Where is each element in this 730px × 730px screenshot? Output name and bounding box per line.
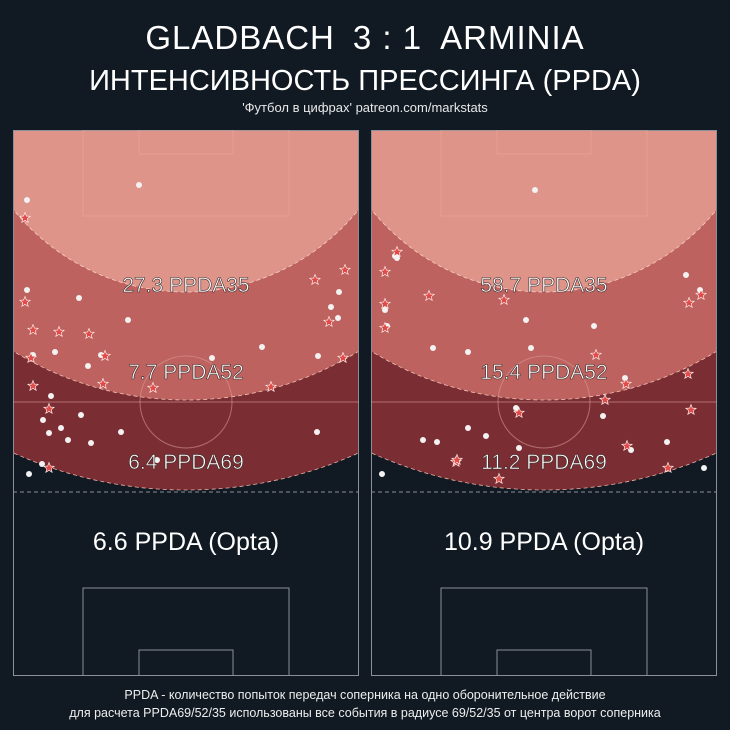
- ppda69-label: 11.2 PPDA69: [481, 451, 607, 474]
- away-team-name: ARMINIA: [440, 19, 585, 56]
- ppda35-label: 58.7 PPDA35: [480, 274, 607, 297]
- star-marker: [19, 295, 31, 308]
- zone-35: [371, 130, 717, 293]
- match-score: 3 : 1: [352, 19, 423, 56]
- star-marker: [683, 296, 695, 309]
- star-marker: [620, 377, 632, 390]
- star-marker: [265, 380, 277, 393]
- star-markers-right: [379, 245, 707, 485]
- match-title: GLADBACH 3 : 1 ARMINIA: [0, 18, 730, 58]
- zone-35: [13, 130, 359, 293]
- star-markers-left: [19, 211, 351, 474]
- star-marker: [451, 453, 463, 466]
- star-marker: [513, 406, 525, 419]
- ppda35-label: 27.3 PPDA35: [122, 274, 249, 297]
- footnote-line-1: PPDA - количество попыток передач соперн…: [124, 688, 606, 702]
- footnote-line-2: для расчета PPDA69/52/35 использованы вс…: [69, 706, 661, 720]
- star-marker: [498, 293, 510, 306]
- star-marker: [19, 211, 31, 224]
- star-marker: [147, 381, 159, 394]
- star-marker: [53, 325, 65, 338]
- star-marker: [590, 348, 602, 361]
- star-marker: [682, 367, 694, 380]
- star-marker: [337, 351, 349, 364]
- ppda69-label: 6.4 PPDA69: [128, 451, 244, 474]
- star-marker: [43, 461, 55, 474]
- ppda52-label: 15.4 PPDA52: [480, 361, 607, 384]
- star-marker: [599, 393, 611, 406]
- pitch-gladbach: 27.3 PPDA35 7.7 PPDA52 6.4 PPDA69 6.6 PP…: [13, 130, 359, 676]
- star-marker: [685, 403, 697, 416]
- star-marker: [25, 351, 37, 364]
- star-marker: [391, 245, 403, 258]
- star-marker: [83, 327, 95, 340]
- star-marker: [379, 297, 391, 310]
- credit-line: 'Футбол в цифрах' patreon.com/markstats: [242, 100, 488, 115]
- ppda52-label: 7.7 PPDA52: [128, 361, 244, 384]
- star-marker: [43, 402, 55, 415]
- pitch-arminia: 58.7 PPDA35 15.4 PPDA52 11.2 PPDA69 10.9…: [371, 130, 717, 676]
- star-marker: [662, 461, 674, 474]
- star-marker: [27, 379, 39, 392]
- star-marker: [99, 349, 111, 362]
- opta-ppda-label: 6.6 PPDA (Opta): [92, 528, 280, 556]
- chart-subtitle: ИНТЕНСИВНОСТЬ ПРЕССИНГА (PPDA): [89, 65, 641, 97]
- star-marker: [493, 472, 505, 485]
- star-marker: [695, 288, 707, 301]
- star-marker: [379, 265, 391, 278]
- star-marker: [323, 315, 335, 328]
- home-team-name: GLADBACH: [145, 19, 335, 56]
- star-marker: [379, 321, 391, 334]
- footnote: PPDA - количество попыток передач соперн…: [0, 686, 730, 722]
- star-marker: [339, 263, 351, 276]
- event-markers-left: [22, 182, 342, 477]
- star-marker: [423, 289, 435, 302]
- star-marker: [621, 439, 633, 452]
- star-marker: [309, 273, 321, 286]
- star-marker: [97, 377, 109, 390]
- opta-ppda-label: 10.9 PPDA (Opta): [443, 528, 645, 556]
- star-marker: [27, 323, 39, 336]
